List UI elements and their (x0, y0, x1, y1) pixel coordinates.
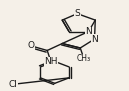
Text: NH: NH (44, 57, 58, 66)
Text: O: O (28, 41, 35, 51)
Text: N: N (91, 34, 98, 43)
Text: CH₃: CH₃ (77, 54, 91, 63)
Text: N: N (85, 27, 92, 36)
Text: S: S (74, 9, 80, 18)
Text: Cl: Cl (8, 80, 17, 89)
